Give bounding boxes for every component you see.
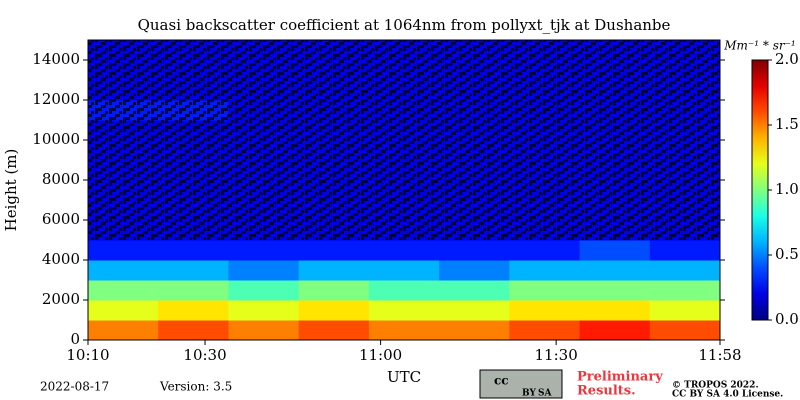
heatmap-cell [439, 300, 510, 321]
heatmap-cell [509, 300, 581, 321]
heatmap-cell [439, 260, 510, 281]
y-tick-label: 8000 [42, 170, 80, 188]
heatmap-cell [228, 300, 300, 321]
chart-title: Quasi backscatter coefficient at 1064nm … [138, 16, 671, 34]
heatmap-cell [298, 260, 370, 281]
heatmap-cell [649, 260, 721, 281]
y-tick-label: 12000 [32, 90, 80, 108]
y-tick-label: 4000 [42, 250, 80, 268]
x-tick-label: 11:58 [698, 346, 741, 364]
heatmap-cell [298, 320, 370, 341]
colorbar-tick-label: 0.5 [775, 245, 799, 263]
colorbar-tick-label: 0.0 [775, 310, 799, 328]
cc-badge-text: BY [522, 389, 536, 399]
heatmap-cell [88, 260, 159, 281]
heatmap-cell [228, 240, 300, 261]
heatmap-cell [579, 300, 651, 321]
heatmap-cell [228, 260, 300, 281]
copyright: CC BY SA 4.0 License. [672, 390, 783, 400]
heatmap-cell [579, 260, 651, 281]
heatmap-cell [158, 260, 229, 281]
colorbar [751, 59, 769, 321]
heatmap-cell [509, 320, 581, 341]
heatmap-cell [439, 320, 510, 341]
copyright: © TROPOS 2022. [672, 381, 759, 391]
heatmap-cell [228, 320, 300, 341]
heatmap-cell [88, 300, 159, 321]
x-tick-label: 11:30 [535, 346, 578, 364]
heatmap-cell [88, 280, 159, 301]
heatmap-cell [579, 280, 651, 301]
y-tick-label: 0 [70, 330, 80, 348]
heatmap-cell [509, 240, 581, 261]
heatmap-cell [298, 280, 370, 301]
cc-badge-text: SA [538, 389, 552, 399]
heatmap-cell [509, 280, 581, 301]
heatmap-cell [649, 280, 721, 301]
y-tick-label: 10000 [32, 130, 80, 148]
heatmap-cell [88, 320, 159, 341]
heatmap-cell [509, 260, 581, 281]
heatmap-cell [88, 240, 159, 261]
notice: Preliminary [577, 370, 663, 385]
heatmap-cell [649, 320, 721, 341]
heatmap-cell [649, 240, 721, 261]
noise-overlay [88, 40, 720, 240]
heatmap-cell [579, 240, 651, 261]
heatmap-cell [439, 240, 510, 261]
colorbar-tick-label: 1.5 [775, 115, 799, 133]
colorbar-tick-label: 2.0 [775, 50, 799, 68]
cc-badge [479, 369, 563, 399]
x-axis-label: UTC [387, 368, 421, 386]
heatmap-cell [158, 240, 229, 261]
plot-frame [87, 39, 721, 341]
cc-badge-text: cc [494, 374, 509, 388]
heatmap-cell [368, 320, 440, 341]
y-tick-label: 6000 [42, 210, 80, 228]
y-tick-label: 14000 [32, 50, 80, 68]
heatmap-cell [439, 280, 510, 301]
heatmap-cell [298, 240, 370, 261]
x-tick-label: 10:30 [183, 346, 226, 364]
x-tick-label: 10:10 [66, 346, 109, 364]
date: 2022-08-17 [40, 380, 109, 394]
colorbar-label: Mm⁻¹ * sr⁻¹ [723, 39, 795, 53]
heatmap-cell [158, 320, 229, 341]
colorbar-tick-label: 1.0 [775, 180, 799, 198]
heatmap-cell [579, 320, 651, 341]
heatmap-cell [158, 300, 229, 321]
heatmap-cell [368, 280, 440, 301]
notice: Results. [577, 384, 636, 399]
heatmap-cell [298, 300, 370, 321]
heatmap-cell [158, 280, 229, 301]
heatmap-cell [649, 300, 721, 321]
y-axis-label: Height (m) [2, 149, 20, 232]
heatmap-cell [228, 280, 300, 301]
heatmap-cell [368, 300, 440, 321]
heatmap-cell [368, 260, 440, 281]
x-tick-label: 11:00 [359, 346, 402, 364]
heatmap-cell [368, 240, 440, 261]
y-tick-label: 2000 [42, 290, 80, 308]
version: Version: 3.5 [159, 380, 232, 394]
